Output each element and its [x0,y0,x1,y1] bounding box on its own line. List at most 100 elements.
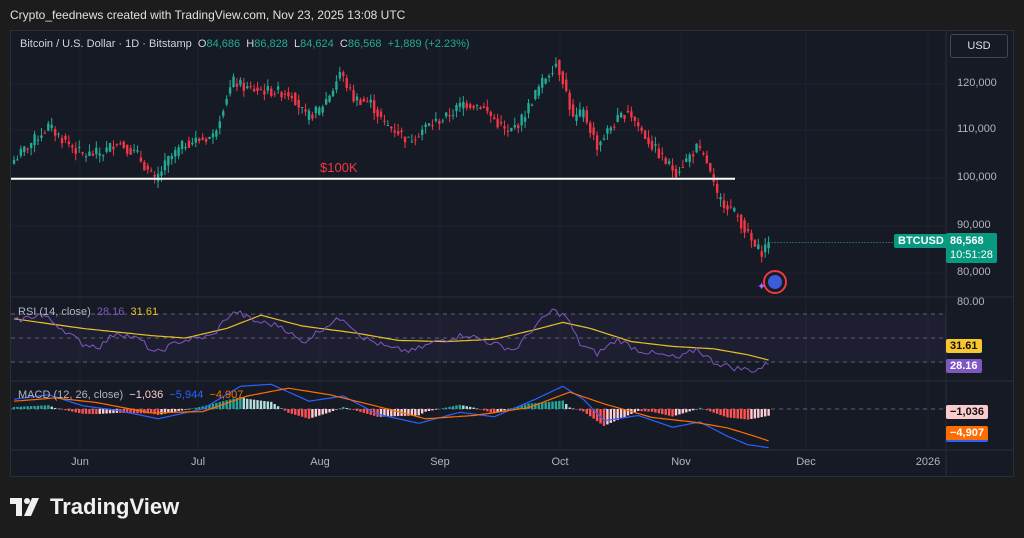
candle-body [160,171,163,176]
macd-hist-bar [12,407,16,409]
macd-hist-bar [105,409,108,414]
candle-body [753,239,757,247]
macd-hist-bar [640,409,643,412]
price-tick: 80,000 [957,266,991,278]
macd-hist-bar [527,403,530,409]
macd-hist-bar [91,409,95,414]
candle-body [222,111,225,116]
macd-hist-bar [417,409,420,416]
candle-body [71,145,74,148]
candle-body [369,99,372,103]
candle-body [33,134,36,146]
macd-hist-bar [359,409,362,412]
candle-body [503,126,506,129]
candle-body [637,122,640,127]
macd-hist-bar [506,409,510,410]
candle-body [565,79,568,92]
macd-hist-bar [324,409,328,414]
macd-hist-bar [551,401,554,409]
candle-body [232,76,235,88]
candle-body [551,73,554,75]
candle-body [417,136,420,138]
candle-body [366,101,369,103]
macd-hist-bar [33,405,36,409]
candle-body [348,87,352,89]
candle-body [499,121,503,124]
candle-body [678,171,681,173]
candle-body [674,169,678,178]
macd-hist-bar [602,409,606,426]
macd-hist-bar [589,409,592,417]
macd-hist-bar [722,409,726,417]
macd-hist-bar [208,404,211,409]
macd-hist-bar [369,409,372,415]
candle-body [201,137,204,140]
candle-body [671,165,674,171]
macd-hist-bar [510,408,513,409]
price-tick: 110,000 [957,123,996,135]
candle-body [698,145,702,148]
macd-hist-bar [280,408,283,409]
brand-name: TradingView [50,494,180,519]
macd-hist-bar [263,400,266,409]
macd-hist-bar [757,409,760,418]
macd-hist-bar [746,409,750,420]
candle-body [36,139,40,141]
currency-button[interactable]: USD [950,34,1008,58]
candle-body [290,95,294,99]
candle-body [571,104,575,117]
macd-hist-bar [462,405,465,409]
candle-body [568,92,571,110]
macd-hist-bar [328,409,331,413]
candle-body [722,200,726,209]
macd-hist-bar [290,409,294,414]
macd-hist-bar [146,409,149,414]
candle-body [256,87,259,92]
open-value: 84,686 [206,38,241,50]
macd-hist-bar [74,409,77,413]
candle-body [132,149,136,151]
macd-hist-bar [616,409,619,420]
candle-body [544,78,547,84]
close-label: C [339,38,348,50]
macd-hist-bar [613,409,616,422]
macd-hist-bar [294,409,297,415]
candle-body [136,150,139,152]
candle-body [383,120,386,122]
last-price-tag: 86,568 10:51:28 [946,233,997,263]
macd-signal-value: −4,907 [209,389,244,401]
macd-hist-bar [23,406,26,409]
candle-body [431,125,434,127]
candle-body [592,127,595,135]
rsi-ma-tag: 31.61 [946,339,982,353]
candle-body [434,118,438,121]
macd-hist-bar [163,409,167,414]
macd-hist-bar [712,409,715,413]
macd-hist-bar [650,409,654,412]
candle-body [599,141,602,146]
macd-hist-bar [335,409,338,410]
candle-body [208,136,211,139]
candle-body [338,71,342,79]
macd-hist-bar [743,409,746,420]
candle-body [578,109,582,117]
macd-value: −5,944 [169,389,204,401]
macd-hist-bar [355,409,359,411]
macd-hist-bar [517,406,520,409]
macd-hist-bar [702,409,705,410]
macd-hist-bar [180,409,184,411]
candle-body [239,79,242,85]
macd-hist-tag: −1,036 [946,405,988,419]
macd-hist-bar [637,409,640,411]
macd-hist-bar [174,409,177,412]
candle-body [129,148,132,155]
macd-hist-bar [554,401,558,409]
chart-panel[interactable] [10,30,1014,477]
candle-body [420,129,424,136]
candle-body [517,125,520,129]
candle-body [702,152,705,155]
candle-body [67,141,71,145]
candle-body [410,141,414,143]
macd-hist-bar [633,409,637,413]
